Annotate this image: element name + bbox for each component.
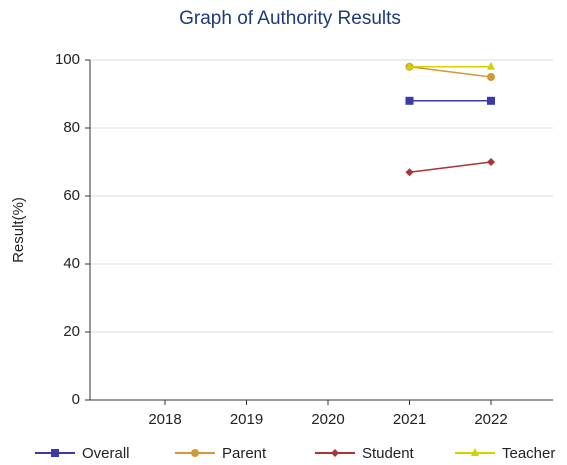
legend-label: Student: [362, 445, 415, 462]
x-tick-label: 2020: [311, 411, 344, 428]
marker: [487, 158, 495, 166]
chart-title: Graph of Authority Results: [179, 8, 401, 29]
y-tick-label: 60: [63, 187, 80, 204]
y-tick-label: 80: [63, 119, 80, 136]
x-tick-label: 2019: [230, 411, 263, 428]
legend-label: Overall: [82, 445, 130, 462]
x-tick-label: 2021: [393, 411, 426, 428]
series-line: [409, 161, 492, 173]
marker: [487, 96, 495, 105]
marker: [191, 449, 199, 457]
series-line: [409, 66, 492, 78]
y-axis-label: Result(%): [10, 197, 27, 263]
marker: [331, 449, 339, 457]
y-tick-label: 20: [63, 323, 80, 340]
y-tick-label: 40: [63, 255, 80, 272]
y-tick-label: 100: [55, 51, 80, 68]
marker: [405, 168, 414, 177]
marker: [51, 449, 59, 457]
legend-label: Parent: [222, 445, 267, 462]
marker: [487, 61, 495, 70]
x-tick-label: 2022: [474, 411, 507, 428]
legend-label: Teacher: [502, 445, 555, 462]
y-tick-label: 0: [72, 391, 80, 408]
marker: [405, 61, 414, 70]
marker: [487, 73, 495, 81]
marker: [471, 448, 479, 456]
x-tick-label: 2018: [148, 411, 181, 428]
marker: [405, 96, 414, 105]
